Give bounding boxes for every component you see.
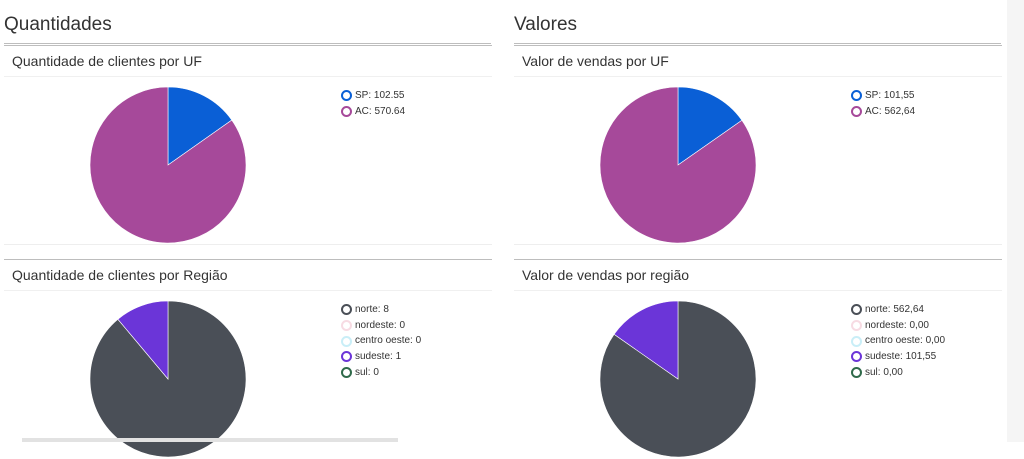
legend-swatch: [341, 335, 352, 347]
legend-swatch: [851, 335, 862, 347]
pie-chart-vendas-regiao: [599, 300, 757, 458]
legend-swatch: [341, 90, 352, 102]
section-divider: [514, 43, 1001, 44]
legend-label: norte: 562,64: [865, 304, 924, 315]
legend-item-SP[interactable]: SP: 102.55: [341, 88, 405, 104]
chart-card: Quantidade de clientes por UF SP: 102.55…: [4, 45, 492, 245]
legend-swatch: [851, 304, 862, 316]
legend-swatch: [851, 351, 862, 363]
legend-swatch: [851, 90, 862, 102]
legend-label: nordeste: 0,00: [865, 319, 929, 331]
chart-card: Quantidade de clientes por Região norte:…: [4, 259, 492, 458]
pie-slice-sudeste[interactable]: [613, 300, 679, 380]
legend-label: sul: 0: [355, 366, 379, 378]
chart-title: Quantidade de clientes por Região: [4, 260, 492, 291]
legend-swatch: [341, 106, 352, 118]
chart-legend: norte: 562,64 nordeste: 0,00 centro oeste:…: [851, 302, 945, 380]
section-title-quantidades: Quantidades: [4, 14, 112, 35]
legend-item-SP[interactable]: SP: 101,55: [851, 88, 915, 104]
legend-item-nordeste[interactable]: nordeste: 0: [341, 318, 421, 334]
page-edge: [1007, 0, 1024, 442]
legend-item-sudeste[interactable]: sudeste: 101,55: [851, 349, 945, 365]
legend-label: AC: 562,64: [865, 105, 916, 117]
legend-item-sul[interactable]: sul: 0,00: [851, 365, 945, 381]
pie-chart-clientes-regiao: [89, 300, 247, 458]
legend-label: SP: 102.55: [355, 90, 405, 101]
chart-card: Valor de vendas por UF SP: 101,55 AC: 562…: [514, 45, 1002, 245]
chart-title: Quantidade de clientes por UF: [4, 46, 492, 77]
pie-slice-AC[interactable]: [599, 86, 757, 244]
legend-item-AC[interactable]: AC: 562,64: [851, 104, 915, 120]
legend-label: centro oeste: 0: [355, 335, 422, 347]
legend-swatch: [851, 106, 862, 118]
legend-label: SP: 101,55: [865, 90, 915, 101]
legend-item-centro-oeste[interactable]: centro oeste: 0,00: [851, 333, 945, 349]
legend-swatch: [341, 320, 352, 332]
legend-item-sul[interactable]: sul: 0: [341, 365, 421, 381]
legend-swatch: [341, 351, 352, 363]
chart-legend: SP: 101,55 AC: 562,64: [851, 88, 915, 119]
pie-chart-vendas-uf: [599, 86, 757, 244]
chart-card: Valor de vendas por região norte: 562,64…: [514, 259, 1002, 458]
chart-title: Valor de vendas por UF: [514, 46, 1002, 77]
legend-item-sudeste[interactable]: sudeste: 1: [341, 349, 421, 365]
legend-item-nordeste[interactable]: nordeste: 0,00: [851, 318, 945, 334]
legend-label: centro oeste: 0,00: [865, 335, 946, 347]
legend-label: sudeste: 101,55: [865, 351, 937, 363]
legend-label: AC: 570.64: [355, 105, 406, 117]
legend-swatch: [851, 367, 862, 379]
pie-slice-SP[interactable]: [677, 86, 743, 166]
section-title-valores: Valores: [514, 14, 578, 35]
legend-label: norte: 8: [355, 304, 389, 315]
legend-swatch: [341, 367, 352, 379]
legend-swatch: [341, 304, 352, 316]
pie-slice-AC[interactable]: [89, 86, 247, 244]
section-divider: [4, 43, 491, 44]
card-divider: [4, 244, 492, 245]
legend-label: sul: 0,00: [865, 366, 903, 378]
horizontal-scrollbar[interactable]: [22, 438, 398, 442]
chart-title: Valor de vendas por região: [514, 260, 1002, 291]
pie-slice-sudeste[interactable]: [117, 300, 169, 380]
card-divider: [514, 244, 1002, 245]
pie-slice-SP[interactable]: [167, 86, 233, 166]
legend-item-norte[interactable]: norte: 562,64: [851, 302, 945, 318]
chart-legend: SP: 102.55 AC: 570.64: [341, 88, 405, 119]
pie-chart-clientes-uf: [89, 86, 247, 244]
legend-label: sudeste: 1: [355, 351, 402, 363]
chart-legend: norte: 8 nordeste: 0 centro oeste: 0 sudest…: [341, 302, 421, 380]
legend-item-norte[interactable]: norte: 8: [341, 302, 421, 318]
legend-item-centro-oeste[interactable]: centro oeste: 0: [341, 333, 421, 349]
legend-item-AC[interactable]: AC: 570.64: [341, 104, 405, 120]
legend-swatch: [851, 320, 862, 332]
legend-label: nordeste: 0: [355, 319, 406, 331]
